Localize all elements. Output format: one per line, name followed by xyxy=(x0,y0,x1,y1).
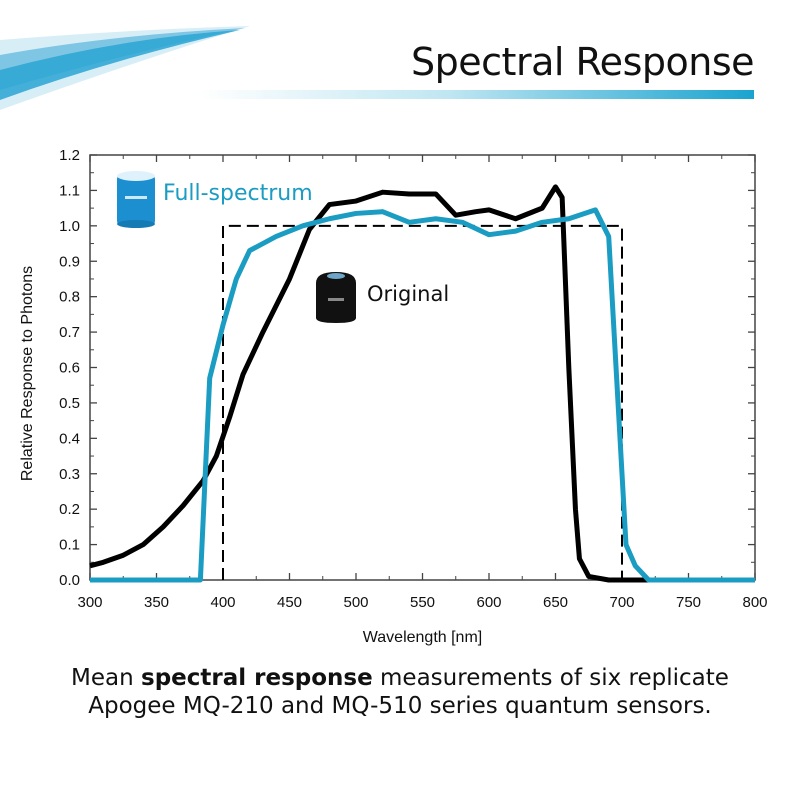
x-tick-label: 500 xyxy=(343,594,368,611)
x-tick-label: 550 xyxy=(410,594,435,611)
y-tick-label: 0.9 xyxy=(59,253,80,270)
spectral-response-chart: 300 350 400 450 500 550 600 650 700 750 800 0.0 0.1 0… xyxy=(19,147,768,646)
y-tick-label: 0.0 xyxy=(59,572,80,589)
x-tick-label: 700 xyxy=(609,594,634,611)
legend-original: Original xyxy=(367,282,449,306)
x-tick-label: 750 xyxy=(676,594,701,611)
page-title: Spectral Response xyxy=(411,40,754,84)
caption-prefix: Mean xyxy=(71,665,142,691)
y-tick-label: 0.2 xyxy=(59,501,80,518)
y-tick-label: 1.2 xyxy=(59,147,80,164)
caption: Mean spectral response measurements of s… xyxy=(0,664,800,720)
x-tick-label: 650 xyxy=(543,594,568,611)
blue-cylinder-sensor-icon xyxy=(117,171,155,228)
decorative-swoosh xyxy=(0,26,250,110)
x-tick-label: 600 xyxy=(476,594,501,611)
plot-frame xyxy=(89,154,756,581)
y-tick-label: 0.1 xyxy=(59,537,80,554)
x-tick-label: 300 xyxy=(77,594,102,611)
x-tick-label: 800 xyxy=(742,594,767,611)
black-dome-sensor-icon xyxy=(316,272,356,323)
caption-suffix: measurements of six replicate xyxy=(372,665,729,691)
y-tick-label: 0.6 xyxy=(59,360,80,377)
x-tick-label: 350 xyxy=(144,594,169,611)
caption-line2: Apogee MQ-210 and MQ-510 series quantum … xyxy=(88,693,712,719)
x-tick-label: 450 xyxy=(277,594,302,611)
y-tick-label: 0.8 xyxy=(59,289,80,306)
x-tick-label: 400 xyxy=(210,594,235,611)
x-axis-label: Wavelength [nm] xyxy=(363,629,482,646)
y-tick-label: 0.7 xyxy=(59,324,80,341)
y-tick-label: 0.5 xyxy=(59,395,80,412)
y-tick-label: 1.1 xyxy=(59,182,80,199)
original-line xyxy=(89,184,649,583)
title-underline-bar xyxy=(200,90,754,99)
y-axis-label: Relative Response to Photons xyxy=(19,266,36,481)
y-tick-label: 0.4 xyxy=(59,430,80,447)
caption-bold: spectral response xyxy=(141,665,373,691)
y-tick-label: 1.0 xyxy=(59,218,80,235)
legend-full-spectrum: Full-spectrum xyxy=(163,181,313,206)
full-spectrum-line xyxy=(90,207,755,583)
y-tick-label: 0.3 xyxy=(59,466,80,483)
